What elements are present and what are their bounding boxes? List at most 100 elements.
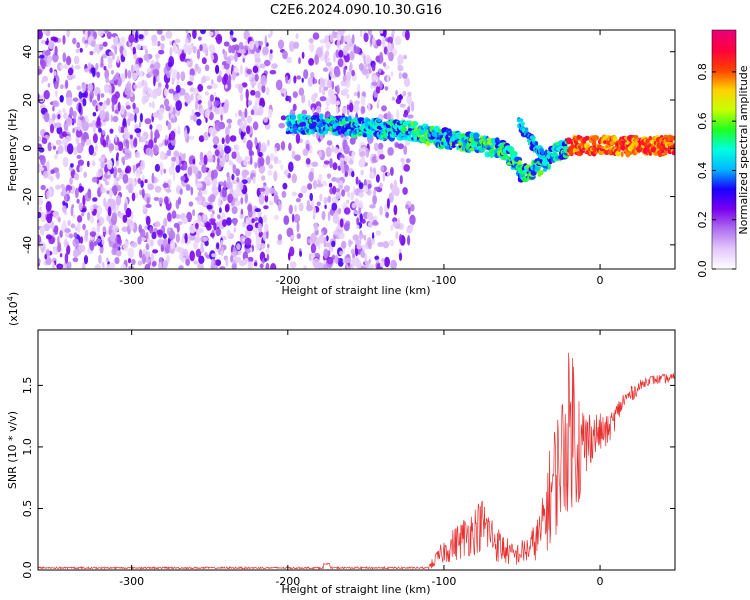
spectrogram-xlabel: Height of straight line (km) (281, 284, 430, 297)
noise-cell (371, 63, 376, 72)
noise-cell (82, 261, 86, 269)
noise-cell (365, 54, 371, 65)
noise-cell (263, 117, 268, 123)
noise-cell (98, 127, 102, 133)
noise-cell (390, 71, 394, 77)
noise-cell (48, 39, 55, 50)
noise-cell (43, 90, 50, 100)
noise-cell (244, 39, 249, 47)
noise-cell (118, 125, 121, 133)
noise-cell (263, 205, 269, 210)
noise-cell (388, 51, 394, 62)
noise-cell (89, 241, 95, 251)
noise-cell (157, 238, 164, 247)
noise-cell (47, 83, 51, 88)
noise-cell (198, 255, 205, 264)
noise-cell (258, 193, 265, 205)
noise-cell (315, 133, 320, 140)
noise-cell (109, 84, 112, 95)
noise-cell (92, 67, 96, 78)
noise-cell (289, 261, 297, 269)
noise-cell (122, 243, 127, 249)
noise-cell (62, 205, 67, 213)
noise-cell (59, 253, 63, 258)
noise-cell (72, 238, 80, 248)
noise-cell (101, 186, 104, 191)
noise-cell (102, 129, 106, 136)
ridge-cell (520, 121, 525, 127)
noise-cell (316, 201, 321, 207)
noise-cell (145, 140, 149, 145)
noise-cell (200, 246, 205, 253)
noise-cell (210, 258, 215, 269)
noise-cell (368, 263, 372, 269)
noise-cell (360, 250, 365, 258)
noise-cell (170, 130, 176, 141)
noise-cell (240, 131, 245, 140)
noise-cell (140, 180, 144, 189)
noise-cell (139, 249, 143, 259)
noise-cell (171, 210, 177, 219)
noise-cell (171, 77, 175, 86)
noise-cell (131, 72, 138, 81)
noise-cell (43, 223, 51, 232)
noise-cell (192, 46, 197, 54)
noise-cell (379, 182, 383, 189)
ridge-cell (591, 141, 597, 146)
noise-cell (378, 154, 385, 160)
noise-cell (128, 33, 135, 44)
noise-cell (204, 91, 209, 96)
noise-cell (301, 109, 308, 116)
noise-cell (240, 111, 246, 122)
noise-cell (372, 37, 376, 46)
noise-cell (149, 102, 152, 108)
noise-cell (77, 126, 81, 131)
noise-cell (107, 56, 112, 63)
noise-cell (62, 35, 66, 45)
noise-cell (225, 84, 228, 89)
noise-cell (168, 88, 175, 94)
noise-cell (54, 153, 58, 160)
noise-cell (107, 206, 112, 217)
noise-cell (312, 179, 318, 190)
ridge-cell (451, 141, 456, 148)
colorbar-gradient (712, 30, 736, 269)
noise-cell (179, 53, 186, 62)
noise-cell (64, 252, 69, 264)
ridge-cell (293, 119, 297, 125)
noise-cell (230, 254, 234, 263)
noise-cell (351, 34, 355, 45)
noise-cell (46, 190, 51, 199)
snr-x-ticks: -300 -200 -100 0 (119, 330, 604, 588)
noise-cell (396, 109, 400, 120)
ridge-cell (534, 141, 539, 146)
noise-cell (76, 119, 82, 129)
noise-cell (157, 41, 161, 47)
noise-cell (325, 242, 332, 248)
noise-cell (116, 185, 122, 192)
noise-cell (125, 207, 132, 218)
noise-cell (314, 78, 318, 84)
noise-cell (289, 246, 295, 257)
noise-cell (122, 49, 128, 57)
noise-cell (76, 41, 81, 49)
noise-cell (211, 253, 217, 258)
noise-cell (222, 75, 227, 86)
noise-cell (144, 225, 149, 230)
noise-cell (145, 231, 149, 239)
ridge-cell (584, 135, 590, 141)
noise-cell (89, 94, 93, 103)
noise-cell (321, 88, 326, 96)
noise-cell (236, 177, 240, 183)
noise-cell (382, 62, 387, 67)
noise-cell (40, 184, 46, 191)
noise-cell (111, 70, 114, 75)
noise-cell (188, 224, 196, 234)
noise-cell (144, 258, 152, 263)
noise-cell (228, 44, 233, 54)
noise-cell (333, 212, 338, 219)
noise-cell (231, 263, 237, 269)
noise-cell (217, 214, 221, 220)
noise-cell (45, 257, 52, 266)
noise-cell (221, 212, 226, 219)
